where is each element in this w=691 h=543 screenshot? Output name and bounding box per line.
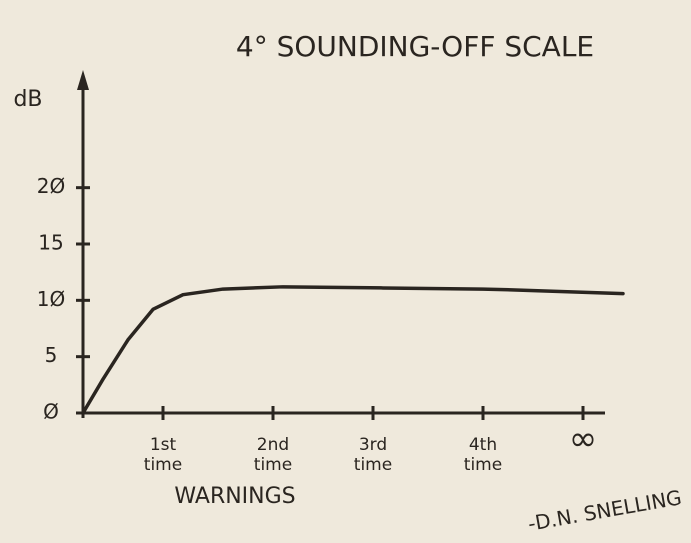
x-tick-label: 3rd time <box>343 435 403 475</box>
y-arrow <box>77 70 89 90</box>
y-axis-label: dB <box>13 87 42 112</box>
x-tick-label: ∞ <box>553 429 613 449</box>
y-tick-label: 1Ø <box>37 287 65 311</box>
x-tick-label: 4th time <box>453 435 513 475</box>
y-tick-label: Ø <box>43 400 59 424</box>
page: 4° SOUNDING-OFF SCALE dB WARNINGS -D.N. … <box>0 0 691 543</box>
signature: -D.N. SNELLING <box>526 485 683 536</box>
y-tick-label: 5 <box>45 343 58 367</box>
x-tick-label: 1st time <box>133 435 193 475</box>
chart-title: 4° SOUNDING-OFF SCALE <box>236 30 594 63</box>
x-axis-label: WARNINGS <box>174 484 295 509</box>
x-tick-label: 2nd time <box>243 435 303 475</box>
line <box>83 287 623 413</box>
y-tick-label: 15 <box>38 231 63 255</box>
y-tick-label: 2Ø <box>37 174 65 198</box>
